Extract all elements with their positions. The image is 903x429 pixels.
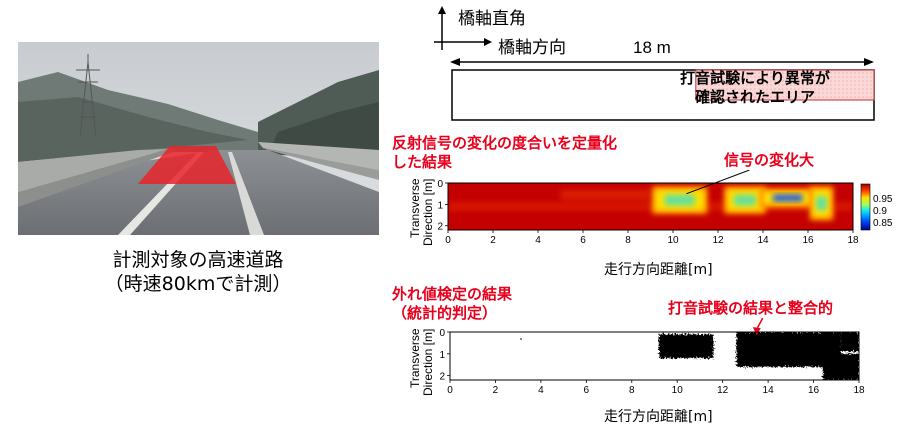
heatmap-chart: 0 2 4 6 8 10 12 14 16 18 012 0.95 0.9 0.85 Transv… [408, 170, 893, 246]
axis-perp-label: 橋軸直角 [458, 9, 526, 29]
heatmap-region-core [664, 194, 695, 206]
x-tick-label: 14 [757, 235, 769, 246]
outlier-regions [659, 332, 859, 380]
outlier-frame [449, 331, 860, 381]
outlier-pointer [756, 318, 764, 330]
road-photo-drawing [18, 42, 379, 235]
outlier-ylabel-line2: Direction [m] [421, 329, 435, 396]
heatmap-y-ticks: 0 1 2 [437, 179, 448, 233]
axis-along-label: 橋軸方向 [498, 38, 566, 58]
heatmap-x-ticks: 0 2 4 6 8 10 12 14 16 18 [445, 230, 859, 246]
colorbar [860, 183, 871, 231]
heatmap-xlabel: 走行方向距離[m] [604, 262, 713, 278]
heatmap-region-core [816, 196, 827, 211]
y-tick-label: 1 [437, 200, 443, 211]
outlier-y-ticks: 0 1 2 [439, 328, 450, 383]
photo-caption: 計測対象の高速道路 （時速80kmで計測） [40, 248, 356, 296]
x-tick-label: 2 [493, 385, 499, 396]
y-tick-label: 2 [437, 222, 443, 233]
anomaly-area [695, 69, 875, 101]
arrow-left-icon [450, 58, 460, 66]
heatmap-pointer [686, 170, 750, 195]
x-tick-label: 0 [447, 385, 453, 396]
x-tick-label: 16 [808, 385, 820, 396]
x-tick-label: 18 [853, 385, 865, 396]
x-tick-label: 6 [584, 385, 590, 396]
x-tick-label: 8 [629, 385, 635, 396]
length-label: 18 m [633, 38, 671, 57]
x-tick-label: 10 [667, 235, 679, 246]
x-tick-label: 14 [763, 385, 775, 396]
anomaly-label-line1: 打音試験により異常が [680, 69, 830, 87]
outlier-xlabel: 走行方向距離[m] [604, 409, 713, 425]
outlier-region [840, 332, 859, 352]
anomaly-label-line2: 確認されたエリア [694, 88, 815, 106]
heatmap-heading: 反射信号の変化の度合いを定量化 した結果 [392, 134, 617, 172]
x-tick-label: 12 [712, 235, 724, 246]
x-tick-label: 0 [445, 235, 451, 246]
arrow-right-icon [484, 38, 492, 46]
heatmap-heading-line1: 反射信号の変化の度合いを定量化 [392, 134, 618, 152]
arrow-up-icon [438, 6, 446, 14]
arrow-right-icon [864, 58, 874, 66]
heatmap-annotation: 信号の変化大 [724, 151, 815, 169]
x-tick-label: 18 [847, 235, 859, 246]
y-tick-label: 0 [437, 179, 443, 190]
outlier-heading: 外れ値検定の結果 （統計的判定） [392, 285, 512, 323]
heatmap-regions [448, 186, 853, 221]
colorbar-tick-label: 0.95 [873, 194, 893, 205]
colorbar-tick-label: 0.9 [873, 206, 887, 217]
outlier-region [822, 353, 859, 380]
bridge-schematic [434, 6, 875, 121]
heatmap-region-core [734, 194, 756, 206]
x-tick-label: 8 [625, 235, 631, 246]
outlier-x-ticks: 0 2 4 6 8 10 12 14 16 18 [447, 380, 865, 396]
x-tick-label: 4 [538, 385, 544, 396]
heatmap-streak [560, 189, 651, 201]
x-tick-label: 16 [802, 235, 814, 246]
outlier-pointer-head [752, 327, 761, 336]
heatmap-heading-line2: した結果 [392, 153, 453, 171]
x-tick-label: 12 [717, 385, 729, 396]
outlier-ylabel-line1: Transverse [408, 328, 422, 388]
x-tick-label: 4 [535, 235, 541, 246]
x-tick-label: 6 [580, 235, 586, 246]
heatmap-streak [448, 202, 853, 211]
y-tick-label: 2 [439, 372, 445, 383]
heatmap-ylabel-line1: Transverse [408, 178, 422, 238]
outlier-heading-line1: 外れ値検定の結果 [392, 285, 513, 303]
outlier-annotation: 打音試験の結果と整合的 [668, 299, 834, 317]
x-tick-label: 2 [490, 235, 496, 246]
outlier-chart: 0 2 4 6 8 10 12 14 16 18 012 Transverse Direction… [408, 318, 865, 396]
anomaly-label: 打音試験により異常が 確認されたエリア [650, 69, 860, 107]
outlier-heading-line2: （統計的判定） [392, 304, 498, 322]
x-tick-label: 10 [672, 385, 684, 396]
photo-caption-line1: 計測対象の高速道路 [112, 249, 284, 271]
heatmap-frame [447, 182, 854, 231]
photo-caption-line2: （時速80kmで計測） [104, 273, 292, 295]
colorbar-tick-label: 0.85 [873, 218, 893, 229]
heatmap-ylabel-line2: Direction [m] [421, 179, 435, 246]
heatmap-region-core [772, 194, 803, 202]
outlier-region [659, 334, 714, 359]
y-tick-label: 1 [439, 350, 445, 361]
outlier-speck [520, 338, 522, 340]
y-tick-label: 0 [439, 328, 445, 339]
road-photo [18, 42, 379, 235]
